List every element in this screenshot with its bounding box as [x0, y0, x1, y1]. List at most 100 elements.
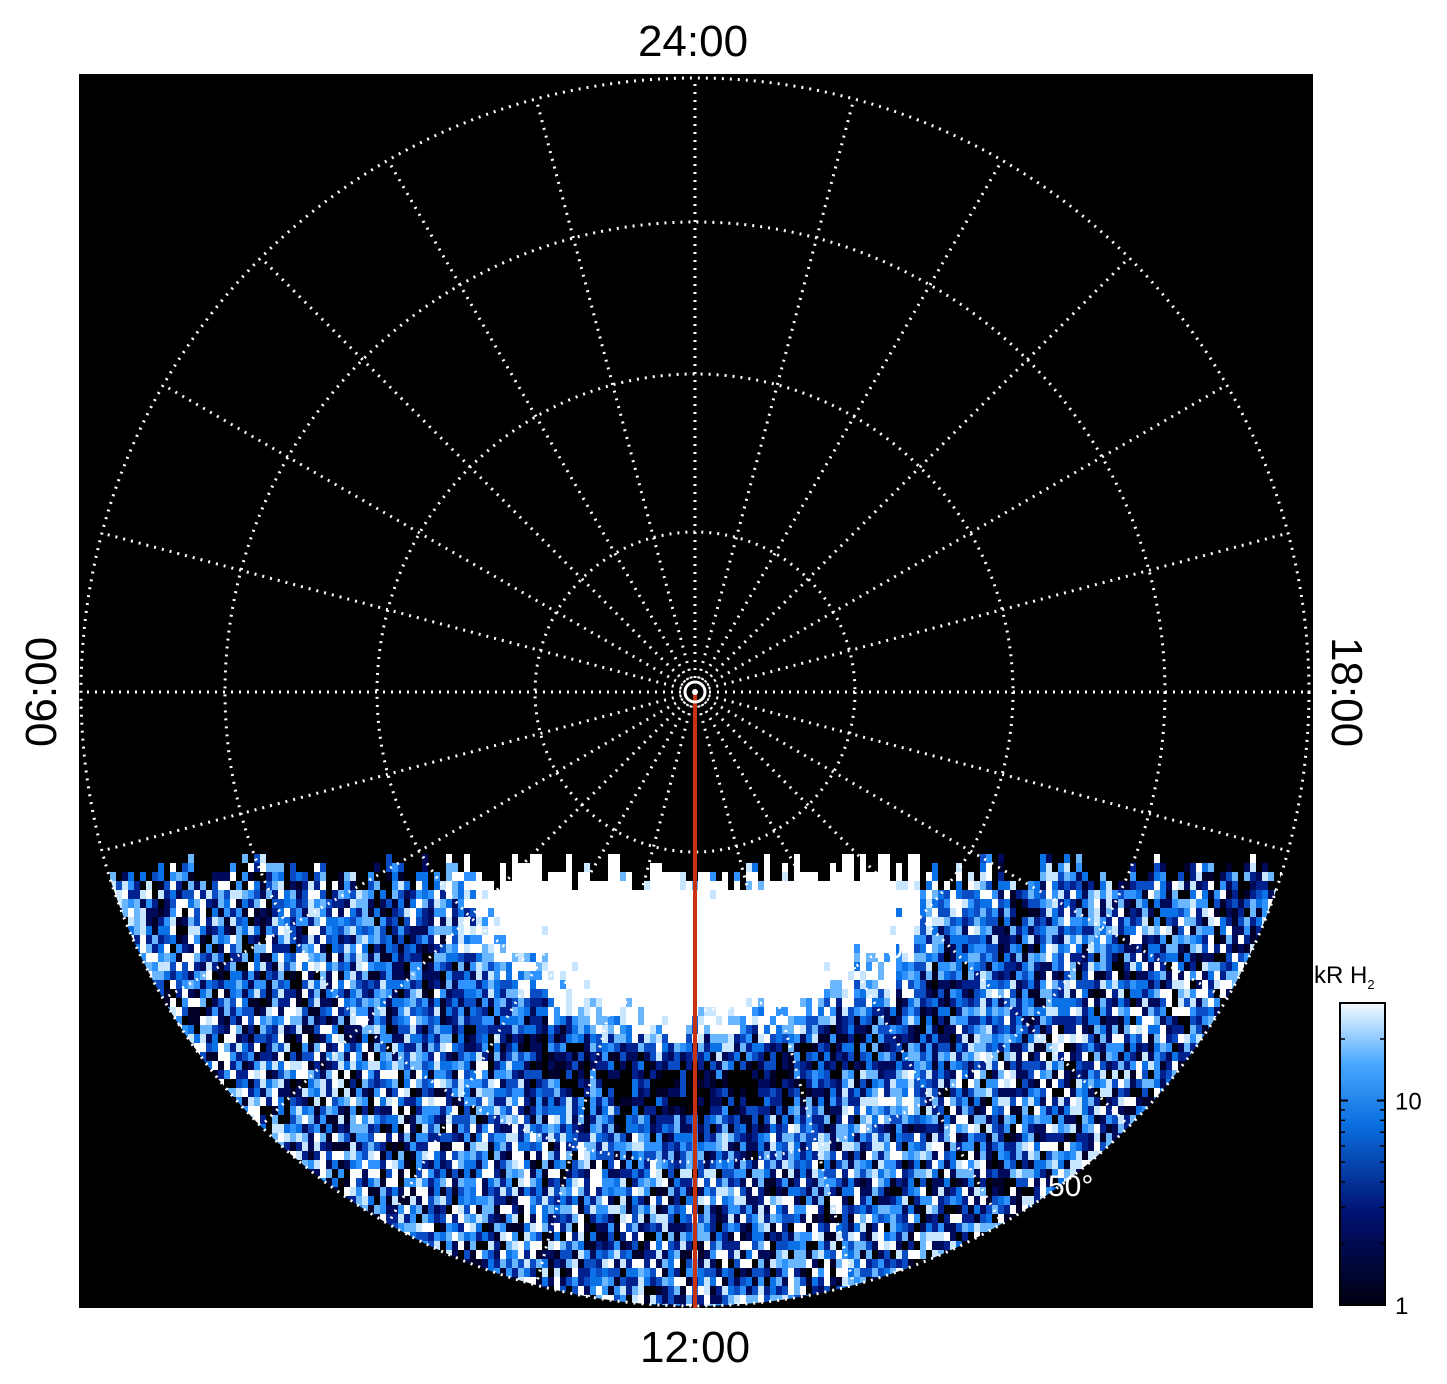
emission-cell: [626, 1097, 632, 1106]
emission-cell: [584, 863, 590, 872]
emission-cell: [332, 1052, 338, 1061]
emission-cell: [884, 1007, 890, 1016]
emission-cell: [230, 971, 236, 980]
emission-cell: [896, 1232, 902, 1241]
emission-cell: [338, 899, 344, 908]
emission-cell: [386, 917, 392, 926]
emission-cell: [140, 908, 146, 917]
emission-cell: [422, 962, 428, 971]
emission-cell: [656, 1169, 662, 1178]
emission-cell: [746, 1007, 752, 1016]
emission-cell: [914, 854, 920, 863]
emission-cell: [680, 908, 686, 917]
emission-cell: [644, 899, 650, 908]
emission-cell: [848, 890, 854, 899]
emission-cell: [734, 1241, 740, 1250]
emission-cell: [476, 1025, 482, 1034]
emission-cell: [740, 1196, 746, 1205]
emission-cell: [578, 1052, 584, 1061]
emission-cell: [758, 1124, 764, 1133]
emission-cell: [188, 926, 194, 935]
emission-cell: [674, 1223, 680, 1232]
emission-cell: [296, 1106, 302, 1115]
emission-cell: [842, 917, 848, 926]
emission-cell: [464, 1178, 470, 1187]
emission-cell: [374, 971, 380, 980]
emission-cell: [458, 1007, 464, 1016]
emission-cell: [308, 1151, 314, 1160]
emission-cell: [332, 917, 338, 926]
emission-cell: [890, 1106, 896, 1115]
emission-cell: [248, 989, 254, 998]
emission-cell: [734, 1151, 740, 1160]
emission-cell: [638, 1187, 644, 1196]
emission-cell: [368, 971, 374, 980]
emission-cell: [212, 962, 218, 971]
emission-cell: [548, 1178, 554, 1187]
emission-cell: [890, 1070, 896, 1079]
emission-cell: [824, 1223, 830, 1232]
emission-cell: [212, 998, 218, 1007]
emission-cell: [578, 1151, 584, 1160]
emission-cell: [266, 881, 272, 890]
emission-cell: [746, 890, 752, 899]
emission-cell: [296, 899, 302, 908]
emission-cell: [242, 908, 248, 917]
emission-cell: [266, 1034, 272, 1043]
emission-cell: [332, 1106, 338, 1115]
emission-cell: [830, 1277, 836, 1286]
emission-cell: [632, 1259, 638, 1268]
emission-cell: [716, 1142, 722, 1151]
emission-cell: [656, 1214, 662, 1223]
emission-cell: [842, 1169, 848, 1178]
emission-cell: [512, 1115, 518, 1124]
emission-cell: [638, 1223, 644, 1232]
emission-cell: [200, 1043, 206, 1052]
emission-cell: [428, 1178, 434, 1187]
emission-cell: [806, 1016, 812, 1025]
emission-cell: [344, 872, 350, 881]
emission-cell: [464, 1106, 470, 1115]
emission-cell: [614, 1259, 620, 1268]
emission-cell: [710, 1277, 716, 1286]
emission-cell: [554, 971, 560, 980]
emission-cell: [884, 863, 890, 872]
emission-cell: [506, 899, 512, 908]
emission-cell: [902, 1097, 908, 1106]
emission-cell: [404, 1079, 410, 1088]
emission-cell: [518, 1079, 524, 1088]
emission-cell: [776, 1268, 782, 1277]
emission-cell: [356, 1151, 362, 1160]
emission-cell: [632, 1106, 638, 1115]
emission-cell: [476, 1187, 482, 1196]
emission-cell: [752, 1034, 758, 1043]
emission-cell: [704, 917, 710, 926]
emission-cell: [662, 1205, 668, 1214]
emission-cell: [848, 1259, 854, 1268]
emission-cell: [764, 1016, 770, 1025]
emission-cell: [722, 872, 728, 881]
emission-cell: [698, 1241, 704, 1250]
emission-cell: [650, 1061, 656, 1070]
emission-cell: [542, 1259, 548, 1268]
emission-cell: [872, 1097, 878, 1106]
emission-cell: [428, 1223, 434, 1232]
emission-cell: [752, 1160, 758, 1169]
emission-cell: [908, 1241, 914, 1250]
emission-cell: [536, 1052, 542, 1061]
emission-cell: [278, 1052, 284, 1061]
emission-cell: [848, 1106, 854, 1115]
emission-cell: [614, 1241, 620, 1250]
emission-cell: [284, 1124, 290, 1133]
emission-cell: [686, 890, 692, 899]
emission-cell: [794, 1277, 800, 1286]
emission-cell: [596, 881, 602, 890]
emission-cell: [836, 1268, 842, 1277]
emission-cell: [266, 872, 272, 881]
emission-cell: [854, 944, 860, 953]
emission-cell: [902, 1223, 908, 1232]
emission-cell: [482, 1016, 488, 1025]
emission-cell: [668, 1142, 674, 1151]
emission-cell: [770, 1079, 776, 1088]
emission-cell: [368, 1169, 374, 1178]
